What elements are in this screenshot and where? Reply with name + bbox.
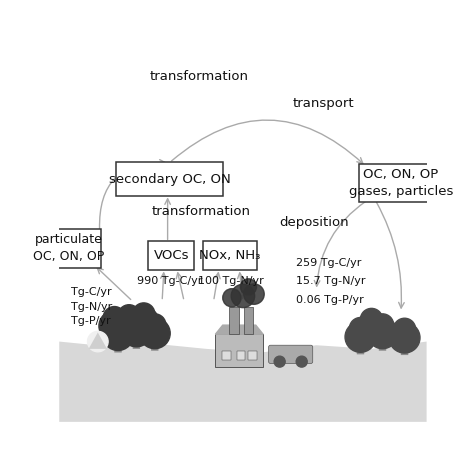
Polygon shape	[125, 329, 134, 342]
Circle shape	[99, 310, 130, 341]
Circle shape	[393, 318, 416, 340]
Text: 259 Tg-C/yr: 259 Tg-C/yr	[296, 258, 362, 268]
Text: Tg-P/yr: Tg-P/yr	[71, 317, 110, 327]
Polygon shape	[110, 331, 119, 343]
Circle shape	[345, 322, 376, 352]
FancyBboxPatch shape	[203, 241, 257, 270]
FancyBboxPatch shape	[269, 345, 313, 364]
Circle shape	[231, 284, 255, 308]
Circle shape	[356, 312, 387, 343]
Circle shape	[103, 307, 126, 328]
Circle shape	[360, 309, 383, 330]
Circle shape	[114, 309, 145, 339]
FancyBboxPatch shape	[244, 307, 253, 334]
Text: secondary OC, ON: secondary OC, ON	[109, 173, 230, 186]
Circle shape	[121, 316, 152, 347]
FancyBboxPatch shape	[237, 351, 246, 360]
Polygon shape	[215, 325, 263, 334]
Text: Tg-C/yr: Tg-C/yr	[71, 287, 112, 297]
Text: transformation: transformation	[149, 70, 248, 82]
FancyBboxPatch shape	[116, 162, 223, 197]
Text: 15.7 Tg-N/yr: 15.7 Tg-N/yr	[296, 276, 365, 286]
FancyBboxPatch shape	[248, 351, 256, 360]
Polygon shape	[89, 332, 107, 349]
Circle shape	[274, 356, 285, 367]
Circle shape	[244, 284, 264, 304]
Circle shape	[88, 331, 108, 352]
Circle shape	[128, 307, 159, 337]
FancyBboxPatch shape	[215, 334, 263, 367]
Circle shape	[367, 318, 398, 349]
Polygon shape	[400, 342, 409, 355]
Text: VOCs: VOCs	[154, 249, 189, 262]
Text: 0.06 Tg-P/yr: 0.06 Tg-P/yr	[296, 295, 364, 305]
Text: particulate
OC, ON, OP: particulate OC, ON, OP	[33, 234, 104, 264]
FancyBboxPatch shape	[222, 351, 231, 360]
Polygon shape	[367, 332, 376, 345]
FancyBboxPatch shape	[148, 241, 194, 270]
Text: Tg-N/yr: Tg-N/yr	[71, 302, 112, 312]
FancyBboxPatch shape	[36, 229, 101, 268]
FancyBboxPatch shape	[229, 307, 238, 334]
Polygon shape	[150, 338, 159, 351]
Polygon shape	[139, 327, 148, 340]
Text: 990 Tg-C/yr: 990 Tg-C/yr	[137, 276, 202, 286]
Polygon shape	[356, 342, 365, 355]
Circle shape	[240, 279, 256, 295]
Circle shape	[389, 322, 420, 353]
Circle shape	[144, 314, 166, 336]
Text: OC, ON, OP
gases, particles: OC, ON, OP gases, particles	[349, 168, 453, 198]
Circle shape	[223, 289, 241, 307]
Polygon shape	[114, 340, 122, 353]
Polygon shape	[59, 342, 427, 422]
Circle shape	[133, 303, 155, 325]
Circle shape	[139, 318, 170, 349]
Polygon shape	[132, 336, 141, 349]
Circle shape	[296, 356, 307, 367]
Text: NOx, NH₃: NOx, NH₃	[200, 249, 261, 262]
Circle shape	[102, 320, 134, 350]
Polygon shape	[378, 338, 387, 351]
Text: 100 Tg-N/yr: 100 Tg-N/yr	[198, 276, 264, 286]
Circle shape	[372, 314, 393, 336]
Text: deposition: deposition	[280, 217, 349, 229]
Circle shape	[118, 305, 140, 327]
Text: transport: transport	[293, 97, 355, 110]
Circle shape	[107, 316, 129, 338]
FancyBboxPatch shape	[359, 164, 443, 202]
Circle shape	[125, 312, 147, 334]
Text: transformation: transformation	[151, 206, 250, 219]
Circle shape	[349, 318, 372, 339]
